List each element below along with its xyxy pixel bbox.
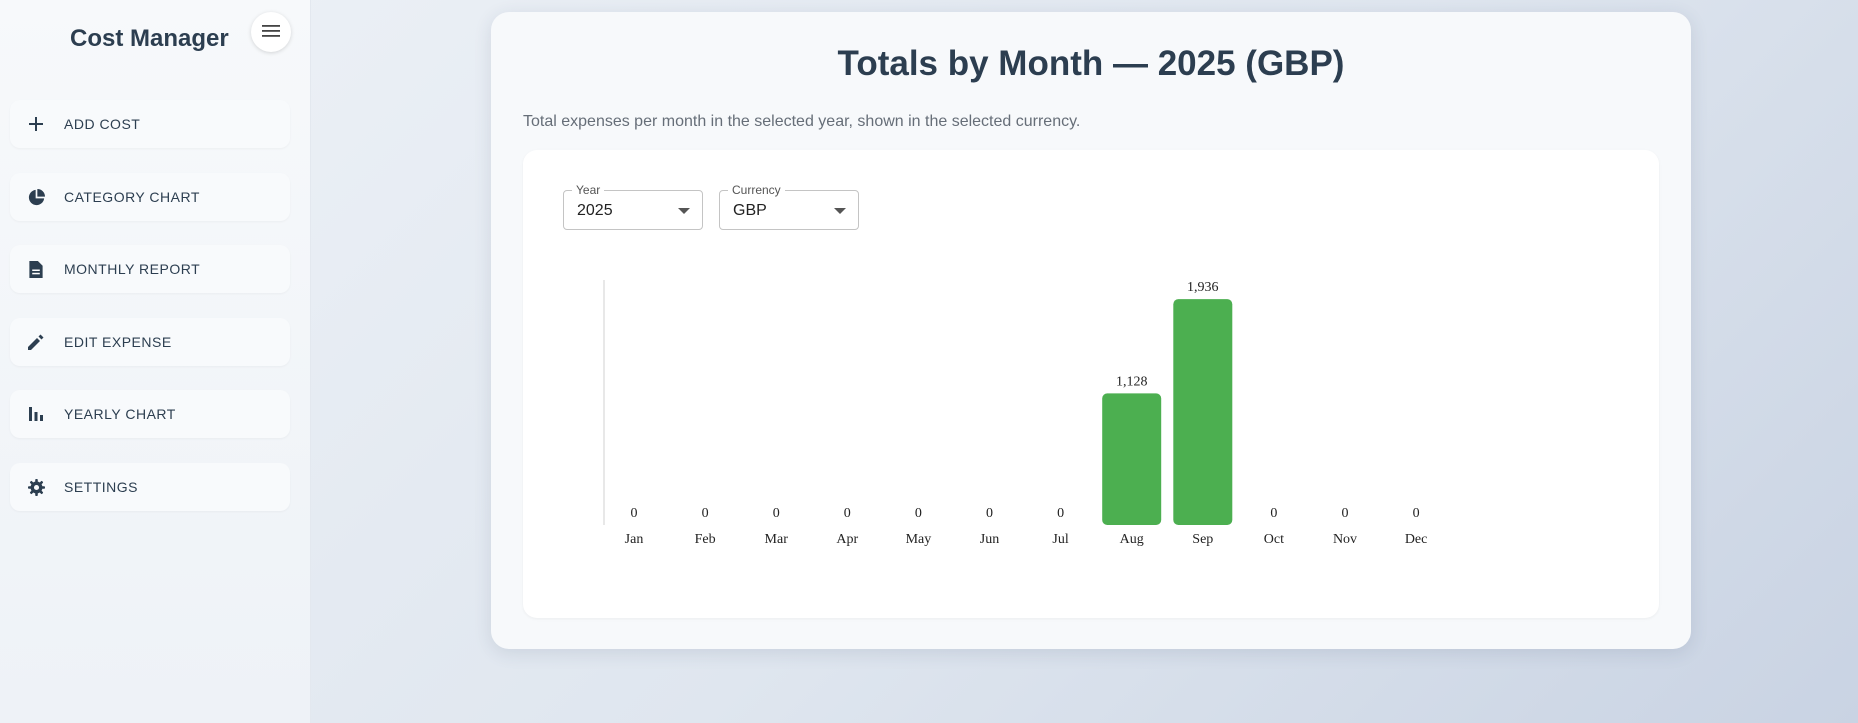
- x-tick-label-feb: Feb: [695, 532, 716, 547]
- x-tick-label-may: May: [906, 532, 932, 547]
- x-tick-label-aug: Aug: [1120, 532, 1144, 547]
- page-subtitle: Total expenses per month in the selected…: [523, 113, 1081, 130]
- x-tick-label-sep: Sep: [1192, 532, 1213, 547]
- sidebar-item-add-cost[interactable]: ADD COST: [10, 100, 290, 148]
- data-label-dec: 0: [1413, 506, 1420, 521]
- pencil-icon: [27, 333, 45, 351]
- data-label-oct: 0: [1270, 506, 1277, 521]
- sidebar-item-label: EDIT EXPENSE: [64, 334, 172, 350]
- main-card: Totals by Month — 2025 (GBP) Total expen…: [491, 12, 1691, 649]
- year-select-value: 2025: [577, 202, 613, 219]
- sidebar-item-yearly-chart[interactable]: YEARLY CHART: [10, 390, 290, 438]
- sidebar-item-label: ADD COST: [64, 116, 141, 132]
- x-tick-label-jul: Jul: [1052, 532, 1068, 547]
- sidebar-item-category-chart[interactable]: CATEGORY CHART: [10, 173, 290, 221]
- year-select-label: Year: [572, 183, 605, 197]
- sidebar: Cost Manager ADD COST CATEGORY CHART MON…: [0, 0, 311, 723]
- plus-icon: [27, 115, 45, 133]
- currency-select-value: GBP: [733, 202, 767, 219]
- sidebar-item-settings[interactable]: SETTINGS: [10, 463, 290, 511]
- currency-select[interactable]: Currency GBP: [719, 183, 859, 230]
- sidebar-item-label: MONTHLY REPORT: [64, 261, 201, 277]
- sidebar-item-label: CATEGORY CHART: [64, 189, 200, 205]
- data-label-jun: 0: [986, 506, 993, 521]
- sidebar-item-monthly-report[interactable]: MONTHLY REPORT: [10, 245, 290, 293]
- x-tick-label-jun: Jun: [980, 532, 999, 547]
- data-label-nov: 0: [1342, 506, 1349, 521]
- gear-icon: [27, 478, 45, 496]
- data-label-mar: 0: [773, 506, 780, 521]
- x-tick-label-nov: Nov: [1333, 532, 1357, 547]
- data-label-feb: 0: [702, 506, 709, 521]
- hamburger-icon: [262, 24, 280, 41]
- data-label-jan: 0: [631, 506, 638, 521]
- currency-select-label: Currency: [728, 183, 785, 197]
- data-label-may: 0: [915, 506, 922, 521]
- page-title: Totals by Month — 2025 (GBP): [837, 44, 1345, 83]
- caret-down-icon: [678, 208, 690, 214]
- app-title: Cost Manager: [70, 25, 229, 52]
- sidebar-item-label: SETTINGS: [64, 479, 139, 495]
- bar-chart-icon: [27, 405, 45, 423]
- sidebar-item-edit-expense[interactable]: EDIT EXPENSE: [10, 318, 290, 366]
- menu-toggle-button[interactable]: [251, 12, 291, 52]
- x-tick-label-apr: Apr: [836, 532, 858, 547]
- bar-aug[interactable]: [1102, 393, 1162, 525]
- x-tick-label-dec: Dec: [1405, 532, 1428, 547]
- sidebar-item-label: YEARLY CHART: [64, 406, 176, 422]
- data-label-jul: 0: [1057, 506, 1064, 521]
- x-tick-label-jan: Jan: [625, 532, 644, 547]
- data-label-aug: 1,128: [1116, 374, 1148, 389]
- data-label-sep: 1,936: [1187, 280, 1219, 295]
- pie-chart-icon: [27, 188, 45, 206]
- chart-panel: Year 2025 Currency GBP 0 Jan 0 Feb 0 Mar 0 Apr 0…: [523, 150, 1659, 618]
- caret-down-icon: [834, 208, 846, 214]
- monthly-totals-bar-chart: 0 Jan 0 Feb 0 Mar 0 Apr 0 May 0 Jun 0 Jul 1,128 Aug 1,93…: [603, 280, 1428, 547]
- document-icon: [27, 260, 45, 278]
- x-tick-label-oct: Oct: [1264, 532, 1284, 547]
- bar-sep[interactable]: [1173, 299, 1233, 525]
- x-tick-label-mar: Mar: [765, 532, 789, 547]
- year-select[interactable]: Year 2025: [563, 183, 703, 230]
- data-label-apr: 0: [844, 506, 851, 521]
